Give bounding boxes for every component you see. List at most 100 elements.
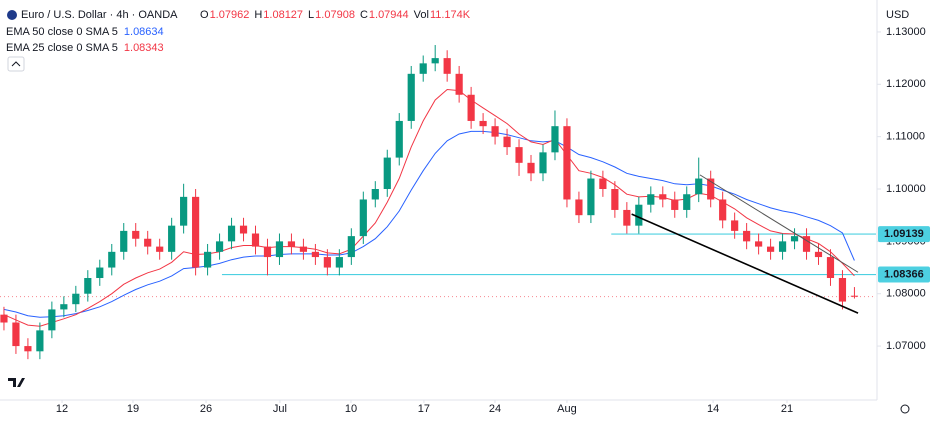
candle-body: [671, 199, 679, 210]
candle-body: [24, 346, 32, 352]
candle-body: [132, 230, 140, 239]
y-tick-label: 1.13000: [886, 26, 926, 38]
candle-body: [455, 73, 463, 95]
y-tick-label: 1.12000: [886, 78, 926, 90]
candle-body: [599, 178, 607, 190]
candle-body: [407, 73, 415, 121]
candle-body: [659, 194, 667, 200]
ohlc-label: C: [360, 9, 368, 21]
ohlc-value: 1.07944: [369, 9, 409, 21]
candle-body: [491, 126, 499, 137]
indicator-name: EMA 50 close 0 SMA 5: [6, 26, 118, 38]
candle-body: [814, 251, 823, 258]
candle-body: [36, 330, 44, 352]
candle-body: [647, 194, 655, 205]
candle-body: [180, 196, 188, 226]
ohlc-label: H: [254, 9, 262, 21]
logo-mark: [8, 378, 25, 387]
candle-body: [467, 94, 475, 121]
candle-body: [239, 225, 248, 234]
candle-body: [251, 233, 260, 247]
symbol-icon: [7, 10, 17, 20]
x-tick-label: 24: [489, 403, 501, 415]
candle-body: [215, 241, 224, 252]
candle-body: [551, 126, 559, 153]
candle-body: [156, 246, 164, 252]
collapse-button[interactable]: [7, 56, 25, 72]
candle-body: [48, 309, 56, 331]
candle-body: [168, 225, 176, 252]
plot-area: [0, 45, 876, 360]
candle-body: [311, 251, 319, 258]
settings-icon[interactable]: [900, 404, 910, 414]
x-tick-label: Jul: [273, 403, 287, 415]
x-tick-label: 14: [707, 403, 719, 415]
candle-body: [0, 314, 8, 323]
candle-body: [755, 241, 763, 247]
candle-body: [359, 199, 367, 237]
candle-body: [575, 199, 583, 216]
candle-body: [766, 246, 775, 252]
x-tick-label: 26: [200, 403, 212, 415]
candle-body: [731, 220, 739, 231]
x-tick-label: 10: [345, 403, 357, 415]
level-label-bg: [878, 226, 930, 243]
candle-body: [72, 293, 80, 305]
candle-body: [383, 157, 391, 190]
candle-body: [227, 225, 236, 242]
symbol-title: Euro / U.S. Dollar · 4h · OANDA: [21, 9, 178, 21]
candle-body: [838, 278, 847, 302]
candle-body: [347, 236, 355, 258]
candle-body: [623, 209, 631, 226]
candle-body: [802, 236, 811, 252]
candle-body: [419, 63, 427, 74]
candle-body: [719, 199, 727, 221]
x-tick-label: Aug: [557, 403, 577, 415]
ohlc-value: 11.174K: [430, 9, 471, 21]
candle-body: [144, 238, 152, 247]
level-label-bg: [878, 266, 930, 283]
trend-line: [631, 213, 859, 314]
candle-body: [527, 162, 535, 174]
candle-body: [108, 251, 116, 268]
candle-body: [275, 241, 284, 258]
candle-body: [790, 236, 799, 242]
currency-label: USD: [886, 9, 909, 21]
candle-body: [743, 230, 751, 242]
candle-body: [323, 257, 331, 268]
level-label: 1.08366: [884, 268, 924, 280]
candle-body: [335, 257, 343, 268]
candle-body: [635, 204, 643, 226]
candle-body: [12, 322, 20, 347]
candle-body: [850, 295, 859, 297]
candle-body: [503, 136, 511, 148]
x-tick-label: 12: [56, 403, 68, 415]
candle-body: [299, 246, 308, 252]
indicator-value: 1.08634: [124, 26, 164, 38]
logo: [8, 378, 25, 387]
legend: Euro / U.S. Dollar · 4h · OANDA USD O 1.0…: [6, 9, 909, 72]
candle-body: [96, 267, 104, 279]
collapse-icon: [11, 61, 21, 67]
candle-body: [683, 194, 691, 210]
candle-body: [563, 126, 571, 200]
candle-body: [695, 178, 703, 195]
candle-body: [263, 246, 272, 258]
ohlc-value: 1.07908: [315, 9, 355, 21]
candle-body: [539, 152, 547, 174]
trend-line: [699, 174, 859, 273]
ohlc-value: 1.08127: [263, 9, 303, 21]
candle-body: [707, 178, 715, 200]
candle-body: [60, 304, 68, 310]
ohlc-label: O: [200, 9, 209, 21]
level-label: 1.09139: [884, 228, 924, 240]
ohlc-label: L: [308, 9, 314, 21]
candle-body: [443, 58, 451, 74]
y-tick-label: 1.11000: [886, 131, 925, 143]
indicator-name: EMA 25 close 0 SMA 5: [6, 42, 118, 54]
candle-body: [587, 178, 595, 216]
candle-body: [826, 257, 835, 279]
x-tick-label: 21: [781, 403, 793, 415]
candle-body: [192, 196, 200, 268]
